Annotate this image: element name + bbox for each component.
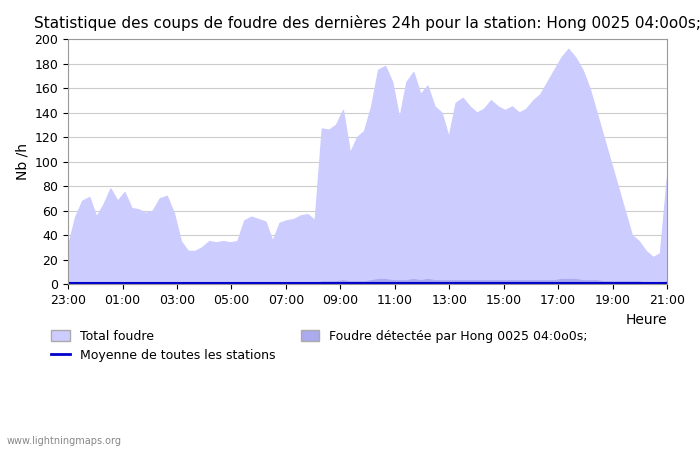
- Legend: Total foudre, Moyenne de toutes les stations, Foudre détectée par Hong 0025 04:0: Total foudre, Moyenne de toutes les stat…: [46, 324, 593, 367]
- Text: www.lightningmaps.org: www.lightningmaps.org: [7, 436, 122, 446]
- Y-axis label: Nb /h: Nb /h: [15, 143, 29, 180]
- Title: Statistique des coups de foudre des dernières 24h pour la station: Hong 0025 04:: Statistique des coups de foudre des dern…: [34, 15, 700, 31]
- Text: Heure: Heure: [625, 313, 667, 328]
